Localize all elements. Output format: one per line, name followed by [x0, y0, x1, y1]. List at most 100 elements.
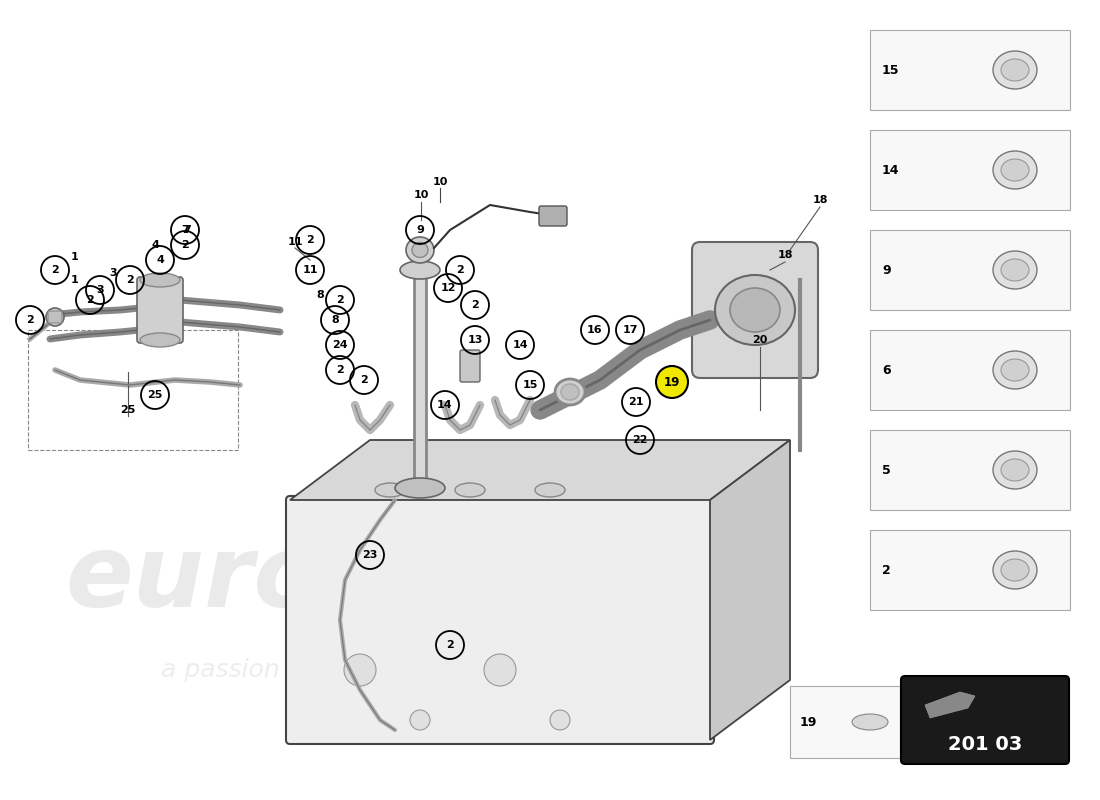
Text: 2: 2 [26, 315, 34, 325]
Ellipse shape [140, 333, 180, 347]
Text: 15: 15 [882, 63, 900, 77]
Ellipse shape [993, 51, 1037, 89]
Text: 1: 1 [72, 252, 79, 262]
Bar [790, 686, 900, 758]
Text: 2: 2 [306, 235, 313, 245]
Ellipse shape [1001, 359, 1028, 381]
Circle shape [550, 710, 570, 730]
Text: 12: 12 [440, 283, 455, 293]
Ellipse shape [406, 237, 434, 263]
Bar [870, 230, 1070, 310]
Circle shape [484, 654, 516, 686]
Bar [870, 430, 1070, 510]
Text: 14: 14 [513, 340, 528, 350]
Ellipse shape [46, 308, 64, 326]
Ellipse shape [455, 483, 485, 497]
Ellipse shape [993, 251, 1037, 289]
Text: 2: 2 [86, 295, 94, 305]
Ellipse shape [535, 483, 565, 497]
Ellipse shape [561, 384, 579, 400]
Bar [28, 330, 238, 450]
FancyBboxPatch shape [539, 206, 566, 226]
Text: 9: 9 [416, 225, 424, 235]
Text: 14: 14 [882, 163, 900, 177]
Bar [870, 330, 1070, 410]
FancyBboxPatch shape [48, 311, 62, 323]
Ellipse shape [400, 261, 440, 279]
FancyBboxPatch shape [692, 242, 818, 378]
Text: 10: 10 [414, 190, 429, 200]
Circle shape [410, 710, 430, 730]
Text: 14: 14 [437, 400, 453, 410]
Text: 21: 21 [628, 397, 643, 407]
Text: 3: 3 [96, 285, 103, 295]
Text: 2: 2 [337, 295, 344, 305]
Text: 24: 24 [332, 340, 348, 350]
Text: 2: 2 [471, 300, 478, 310]
Ellipse shape [852, 714, 888, 730]
Ellipse shape [993, 351, 1037, 389]
Ellipse shape [375, 483, 405, 497]
Ellipse shape [730, 288, 780, 332]
Circle shape [344, 654, 376, 686]
Text: 23: 23 [362, 550, 377, 560]
Bar [870, 130, 1070, 210]
Ellipse shape [1001, 259, 1028, 281]
Bar [870, 30, 1070, 110]
Text: 4: 4 [151, 240, 158, 250]
Text: 13: 13 [468, 335, 483, 345]
Bar [870, 530, 1070, 610]
Text: 19: 19 [800, 715, 817, 729]
Text: 201 03: 201 03 [948, 735, 1022, 754]
Text: 25: 25 [147, 390, 163, 400]
Text: 19: 19 [663, 375, 680, 389]
Text: 20: 20 [752, 335, 768, 345]
Text: 8: 8 [316, 290, 323, 300]
FancyBboxPatch shape [901, 676, 1069, 764]
Text: 3: 3 [109, 268, 117, 278]
Text: europ: europ [66, 531, 395, 629]
Text: a passion for parts since 1985: a passion for parts since 1985 [161, 658, 539, 682]
Text: 11: 11 [302, 265, 318, 275]
Text: 11: 11 [287, 237, 303, 247]
Text: 9: 9 [882, 263, 891, 277]
FancyBboxPatch shape [286, 496, 714, 744]
Text: 16: 16 [587, 325, 603, 335]
FancyBboxPatch shape [138, 277, 183, 343]
Text: 2: 2 [126, 275, 134, 285]
Ellipse shape [715, 275, 795, 345]
Text: 2: 2 [360, 375, 367, 385]
Ellipse shape [1001, 159, 1028, 181]
Ellipse shape [140, 273, 180, 287]
Polygon shape [710, 440, 790, 740]
Text: 8: 8 [331, 315, 339, 325]
Ellipse shape [395, 478, 446, 498]
Text: 17: 17 [623, 325, 638, 335]
Text: 22: 22 [632, 435, 648, 445]
Text: 10: 10 [432, 177, 448, 187]
Bar [414, 270, 426, 488]
Ellipse shape [1001, 559, 1028, 581]
Circle shape [656, 366, 688, 398]
Text: 25: 25 [120, 405, 135, 415]
Polygon shape [290, 440, 790, 500]
Ellipse shape [993, 451, 1037, 489]
Text: 2: 2 [51, 265, 59, 275]
Text: 5: 5 [882, 463, 891, 477]
Text: 2: 2 [337, 365, 344, 375]
Text: 2: 2 [447, 640, 454, 650]
Text: 6: 6 [882, 363, 891, 377]
Text: 2: 2 [456, 265, 464, 275]
Ellipse shape [556, 379, 585, 405]
Text: 2: 2 [182, 240, 189, 250]
Ellipse shape [412, 242, 428, 258]
Ellipse shape [993, 551, 1037, 589]
Ellipse shape [1001, 459, 1028, 481]
Ellipse shape [1001, 59, 1028, 81]
Text: 18: 18 [812, 195, 827, 205]
FancyBboxPatch shape [460, 350, 480, 382]
Text: 1: 1 [72, 275, 79, 285]
Text: 7: 7 [182, 225, 189, 235]
Polygon shape [925, 692, 975, 718]
Text: 15: 15 [522, 380, 538, 390]
